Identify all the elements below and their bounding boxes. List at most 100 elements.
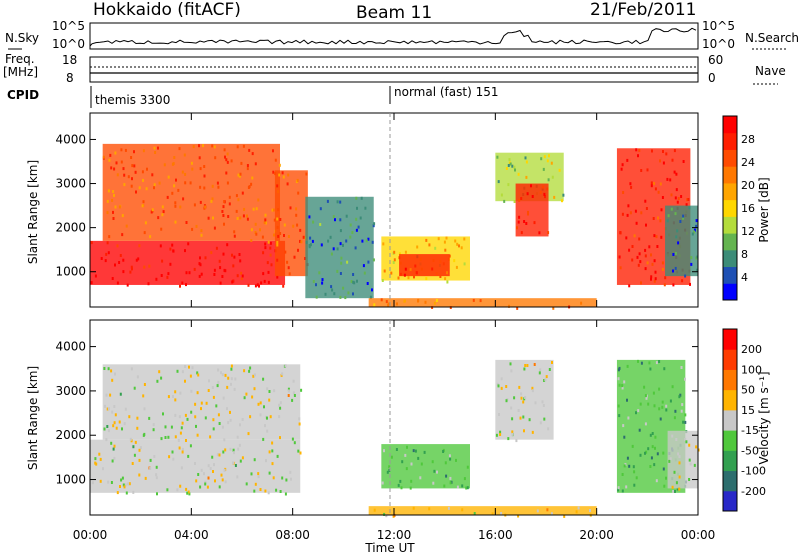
velocity-cell [423,450,426,454]
velocity-cell [663,484,666,488]
power-cell [102,155,105,159]
power-cell [513,200,516,203]
velocity-cell [174,413,177,417]
power-cell [650,181,653,185]
velocity-cell [685,440,688,444]
velocity-cell [191,366,194,370]
power-cell [287,173,290,177]
power-cell [281,171,284,175]
power-cell [223,200,226,203]
velocity-cell [196,433,199,437]
power-cell [116,281,119,285]
velocity-cell [230,377,233,381]
velocity-cell [208,379,210,383]
nsky-label: N.Sky [5,31,39,45]
velocity-region-0 [90,439,301,493]
power-cell [300,240,303,244]
power-cell [320,243,323,247]
velocity-colorbar-tick: -200 [741,485,766,498]
power-cell [308,215,311,219]
velocity-cell [136,375,139,379]
velocity-cell [632,465,635,469]
velocity-colorbar-tick: 100 [741,363,762,376]
velocity-cell [229,418,232,422]
velocity-cell [628,464,631,468]
power-cell [691,232,694,236]
power-cell [621,212,624,216]
velocity-cell [409,486,412,490]
velocity-cell [259,401,262,405]
power-cell [619,231,622,235]
power-cell [129,270,132,274]
power-cell [340,261,343,265]
power-cell [542,167,545,171]
velocity-cell [523,429,525,433]
velocity-cell [645,396,648,400]
power-cell [648,245,651,249]
power-cell [272,149,274,153]
power-cell [345,239,348,243]
power-cell [254,162,257,166]
velocity-cell [178,415,181,419]
velocity-cell [531,389,534,393]
power-cell [237,173,240,177]
power-cell [169,247,172,251]
velocity-cell [253,387,256,391]
power-cell [334,218,336,222]
power-cell [195,224,198,228]
velocity-region-5 [667,430,698,489]
power-cell [233,255,236,259]
power-colorbar-swatch [723,249,737,268]
power-cell [409,268,412,272]
power-cell [339,295,342,299]
power-cell [184,249,186,253]
power-cell [372,224,375,228]
power-cell [131,177,133,181]
power-cell [276,184,279,188]
power-cell [213,268,216,272]
power-cell [674,196,677,200]
power-cell [497,180,500,184]
power-colorbar-tick: 20 [741,179,755,192]
velocity-cell [684,420,687,424]
velocity-cell [172,395,174,398]
power-colorbar-swatch [723,216,737,234]
velocity-cell [216,453,219,457]
power-cell [527,212,529,216]
velocity-cell [563,514,566,518]
velocity-cell [298,417,301,421]
velocity-cell [271,462,274,466]
power-cell [222,214,225,217]
velocity-cell [652,391,655,395]
power-cell [428,243,431,247]
power-cell [670,207,673,211]
velocity-cell [167,395,170,399]
power-cell [241,274,244,278]
velocity-cell [443,484,446,488]
power-cell [166,195,169,199]
velocity-cell [138,473,141,477]
velocity-cell [158,370,161,374]
velocity-cell [510,406,513,410]
velocity-cell [207,464,210,468]
power-cell [356,279,358,283]
power-cell [638,252,641,256]
velocity-cell [130,367,133,371]
velocity-cell [269,415,272,419]
power-cell [538,231,541,235]
power-cell [177,188,180,192]
velocity-colorbar-swatch [723,430,737,451]
power-cell [321,278,324,282]
velocity-cell [447,506,450,510]
power-cell [173,184,176,188]
power-cell [327,239,330,243]
power-cell [161,259,164,263]
velocity-cell [122,483,125,487]
power-cell [283,234,285,237]
power-cell [690,256,693,260]
power-cell [105,252,108,256]
velocity-cell [639,402,642,406]
power-cell [141,204,144,208]
velocity-cell [399,479,402,483]
power-cell [660,235,663,239]
